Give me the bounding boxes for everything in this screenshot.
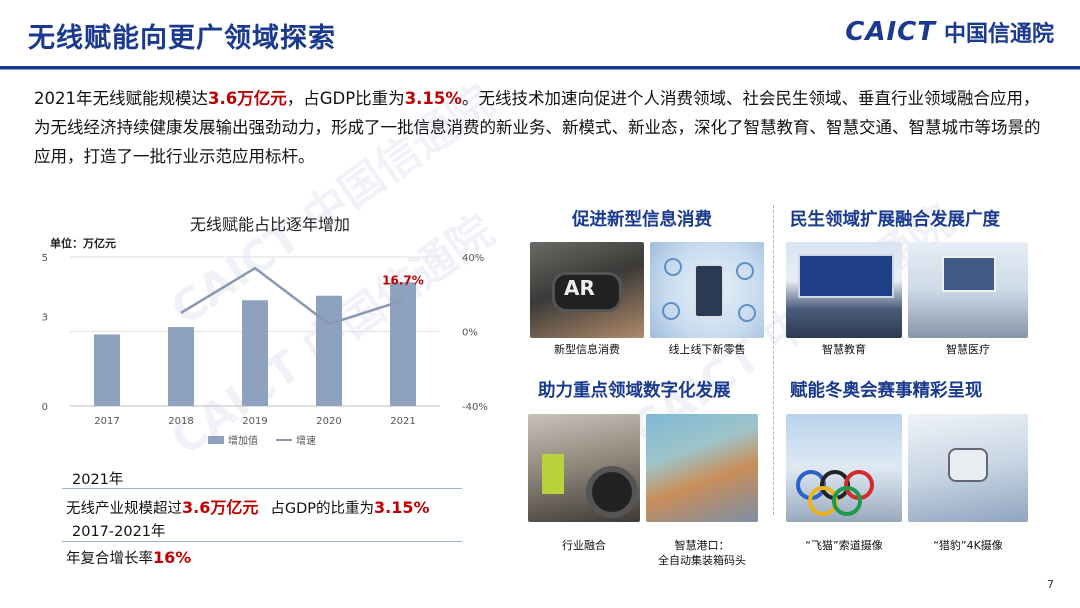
y-tick-label-right: 0% <box>462 328 478 339</box>
new-retail-image <box>650 242 764 338</box>
stat-text: 年复合增长率 <box>66 551 153 567</box>
intro-highlight-scale: 3.6万亿元 <box>208 89 287 108</box>
flying-cat-camera-image <box>786 414 902 522</box>
stat-line-cagr: 年复合增长率16% <box>66 547 191 568</box>
caption: 智慧港口： <box>674 539 730 552</box>
caption: “飞猫”索道摄像 <box>805 539 883 552</box>
caption: 智慧医疗 <box>946 343 990 356</box>
chart-panel: 无线赋能占比逐年增加 单位：万亿元 0 3 5 -40% 0% 40% 2017 2018 20… <box>30 205 510 470</box>
chart-unit-label: 单位：万亿元 <box>50 237 116 250</box>
page-number: 7 <box>1047 578 1054 591</box>
section-divider <box>773 205 774 515</box>
caption: “猎豹”4K摄像 <box>933 539 1003 552</box>
x-tick-label: 2018 <box>168 416 193 427</box>
intro-text-3: 。无线技术加速向促进个人消费领域、社会民生领域、垂直行业领域融合应用，为无线经济… <box>34 89 1041 166</box>
caption: 新型信息消费 <box>554 343 620 356</box>
cheetah-camera-image <box>908 414 1028 522</box>
legend-label: 增速 <box>296 434 316 447</box>
caption: 全自动集装箱码头 <box>658 554 746 567</box>
header-rule <box>0 66 1080 69</box>
section-title-consumption: 促进新型信息消费 <box>572 210 712 230</box>
stat-year-2021: 2021年 <box>72 472 124 488</box>
industry-fusion-image <box>528 414 640 522</box>
logo-text-cn: 中国信通院 <box>943 22 1054 47</box>
intro-paragraph: 2021年无线赋能规模达3.6万亿元，占GDP比重为3.15%。无线技术加速向促… <box>34 84 1054 171</box>
y-tick-label-left: 0 <box>42 402 48 413</box>
y-tick-label-right: 40% <box>462 253 484 264</box>
smart-medical-image <box>908 242 1028 338</box>
divider <box>62 541 462 542</box>
caption: 行业融合 <box>562 539 606 552</box>
header-rule-thin <box>0 69 1080 70</box>
smart-port-image <box>646 414 758 522</box>
bar <box>168 327 194 406</box>
x-tick-label: 2020 <box>316 416 341 427</box>
stat-line-scale: 无线产业规模超过3.6万亿元 占GDP的比重为3.15% <box>66 494 430 518</box>
x-tick-label: 2019 <box>242 416 267 427</box>
bar <box>94 334 120 406</box>
x-tick-label: 2017 <box>94 416 119 427</box>
y-tick-label-left: 3 <box>42 313 48 324</box>
section-title-digital: 助力重点领域数字化发展 <box>538 381 731 401</box>
caict-logo: CAICT 中国信通院 <box>845 16 1054 48</box>
bar-line-chart: 0 3 5 -40% 0% 40% 2017 2018 2019 2020 2021 16.7% 增加值… <box>42 253 488 447</box>
legend-swatch-bar <box>208 436 224 444</box>
chart-title: 无线赋能占比逐年增加 <box>189 215 350 234</box>
stat-text: 占GDP的比重为 <box>270 501 375 517</box>
logo-text-en: CAICT <box>845 17 936 47</box>
bar <box>242 300 268 406</box>
ar-headset-image: AR <box>530 242 644 338</box>
caption: 智慧教育 <box>822 343 866 356</box>
y-tick-label-right: -40% <box>462 402 488 413</box>
stat-highlight: 16% <box>153 548 192 567</box>
bar <box>316 295 342 406</box>
section-title-livelihood: 民生领域扩展融合发展广度 <box>790 210 1000 230</box>
stat-highlight: 3.6万亿元 <box>182 498 259 517</box>
section-title-olympics: 赋能冬奥会赛事精彩呈现 <box>790 381 983 401</box>
legend-label: 增加值 <box>228 434 258 447</box>
intro-text-2: ，占GDP比重为 <box>286 89 405 108</box>
intro-text-1: 2021年无线赋能规模达 <box>34 89 208 108</box>
x-tick-label: 2021 <box>390 416 415 427</box>
stat-text: 无线产业规模超过 <box>66 501 182 517</box>
page-title: 无线赋能向更广领域探索 <box>28 23 336 54</box>
smart-education-image <box>786 242 902 338</box>
ar-label: AR <box>564 276 595 300</box>
growth-line <box>180 266 404 326</box>
stat-year-range: 2017-2021年 <box>72 524 166 540</box>
intro-highlight-gdp: 3.15% <box>404 89 462 108</box>
stat-highlight: 3.15% <box>374 498 430 517</box>
data-label-annotation: 16.7% <box>382 273 424 287</box>
divider <box>62 488 462 489</box>
caption: 线上线下新零售 <box>668 343 746 356</box>
y-tick-label-left: 5 <box>42 253 48 264</box>
